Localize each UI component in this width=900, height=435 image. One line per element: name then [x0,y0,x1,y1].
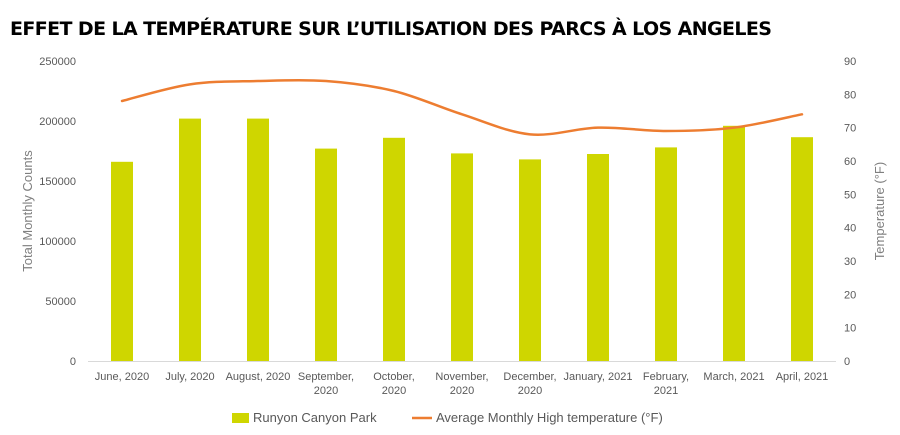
temperature-line [120,78,804,136]
x-tick-label: October, 2020 [373,371,415,397]
x-tick-label: August, 2020 [226,371,291,383]
x-tick-label: April, 2021 [776,371,829,383]
y-tick-label: 200000 [39,116,76,128]
y-axis-ticks: 0 50000 100000 150000 200000 250000 [39,56,76,368]
legend-label-bar: Runyon Canyon Park [253,410,377,425]
x-tick-label: September, 2020 [298,371,354,397]
x-tick-label: March, 2021 [703,371,764,383]
bar-series [111,118,813,361]
bar [111,161,133,361]
bar [519,159,541,361]
y2-tick-label: 30 [844,256,856,268]
bar [791,137,813,361]
y2-tick-label: 10 [844,323,856,335]
y-tick-label: 250000 [39,56,76,68]
y2-tick-label: 20 [844,289,856,301]
legend-swatch-bar [232,413,249,423]
bar [451,153,473,361]
y2-tick-label: 70 [844,123,856,135]
x-tick-label: November, 2020 [435,371,488,397]
y2-tick-label: 90 [844,56,856,68]
y-tick-label: 0 [70,356,76,368]
y2-tick-label: 0 [844,356,850,368]
y-tick-label: 50000 [45,296,76,308]
bar [383,137,405,361]
y2-tick-label: 80 [844,89,856,101]
y-axis-title: Total Monthly Counts [20,150,35,272]
y-tick-label: 150000 [39,176,76,188]
bar [179,118,201,361]
x-tick-label: December, 2020 [503,371,556,397]
y2-tick-label: 50 [844,189,856,201]
chart-title: EFFET DE LA TEMPÉRATURE SUR L’UTILISATIO… [10,18,772,40]
y2-tick-label: 40 [844,223,856,235]
y2-tick-label: 60 [844,156,856,168]
line-series [120,78,804,136]
bar [723,125,745,361]
legend-label-line: Average Monthly High temperature (°F) [436,410,663,425]
y2-axis-title: Temperature (°F) [872,162,887,260]
bar [247,118,269,361]
x-tick-label: January, 2021 [564,371,633,383]
bar [587,154,609,361]
bar [315,148,337,361]
y2-axis-ticks: 0 10 20 30 40 50 60 70 80 90 [844,56,856,368]
y-tick-label: 100000 [39,236,76,248]
bar [655,147,677,361]
x-axis-ticks: June, 2020 July, 2020 August, 2020 Septembe… [95,371,829,397]
x-tick-label: February, 2021 [643,371,689,397]
x-tick-label: June, 2020 [95,371,149,383]
x-tick-label: July, 2020 [165,371,214,383]
legend: Runyon Canyon Park Average Monthly High … [232,410,663,425]
